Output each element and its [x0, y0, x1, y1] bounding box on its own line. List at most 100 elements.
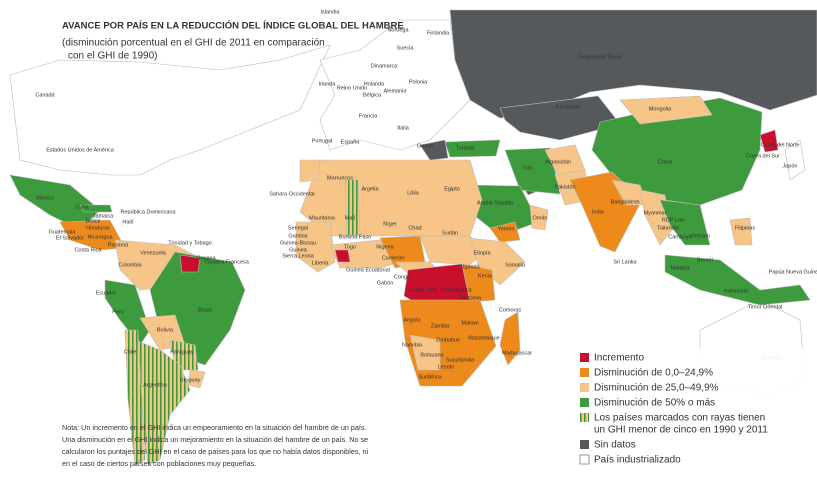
legend-label: Los países marcados con rayas tienen — [594, 413, 765, 424]
country-label: Italia — [397, 125, 410, 131]
country-label: Sri Lanka — [613, 259, 637, 265]
title: AVANCE POR PAÍS EN LA REDUCCIÓN DEL ÍNDI… — [62, 20, 404, 32]
legend-swatch — [580, 353, 589, 362]
country-label: Arabia Saudita — [477, 200, 514, 206]
country-label: Polonia — [409, 79, 428, 85]
country-label: Mauritania — [309, 215, 336, 221]
country-label: RDP Lao — [662, 217, 684, 223]
country-label: Japón — [783, 163, 798, 169]
country-shape — [461, 263, 496, 303]
legend-label: País industrializado — [594, 455, 681, 466]
country-label: México — [36, 195, 53, 201]
country-shape — [729, 217, 753, 246]
country-label: Tailandia — [657, 225, 680, 231]
country-label: Chad — [408, 225, 421, 231]
country-label: China — [658, 159, 673, 165]
country-label: Chile — [124, 349, 137, 355]
country-label: Yemen — [498, 226, 515, 232]
country-label: Marruecos — [327, 175, 353, 181]
country-label: Guyana — [196, 255, 216, 261]
country-label: Zambia — [431, 323, 450, 329]
country-label: Perú — [112, 309, 124, 315]
country-label: Cuba — [75, 204, 89, 210]
country-label: Indonesia — [724, 288, 749, 294]
country-shape — [504, 147, 561, 195]
country-label: El Salvador — [56, 235, 84, 241]
country-shape — [79, 204, 113, 213]
country-label: Afganistán — [545, 159, 571, 165]
country-label: Corea del Sur — [746, 153, 780, 159]
country-label: Malí — [345, 215, 356, 221]
country-shape — [444, 139, 501, 158]
country-label: Dinamarca — [371, 63, 399, 69]
country-label: Argelia — [361, 186, 379, 192]
legend-label: Disminución de 50% o más — [594, 398, 715, 409]
country-label: Kazajstán — [556, 104, 580, 110]
country-label: Grecia — [417, 143, 434, 149]
country-label: Portugal — [312, 138, 333, 144]
country-label: Sudáfrica — [418, 374, 442, 380]
country-label: Somalia — [505, 262, 526, 268]
country-shape — [529, 204, 549, 231]
map-labels: Islandia Noruega Finlandia Suecia Dinamarca F… — [35, 9, 817, 388]
country-label: Myanmar — [644, 210, 667, 216]
country-label: Camerún — [382, 255, 405, 261]
country-shape — [299, 159, 321, 183]
country-label: India — [592, 209, 605, 215]
country-label: Belice — [86, 218, 101, 224]
country-label: Uganda — [460, 264, 480, 270]
country-label: Alemania — [384, 88, 408, 94]
country-label: Bélgica — [363, 92, 382, 98]
country-label: Gambia — [288, 233, 308, 239]
country-label: Trinidad y Tobago — [168, 240, 211, 246]
country-label: Camboya — [668, 234, 692, 240]
country-label: Lesoto — [438, 364, 455, 370]
country-label: Reino Unido — [337, 85, 367, 91]
note: Nota: Un incremento en el GHI indica un … — [62, 423, 368, 468]
note-line: Nota: Un incremento en el GHI indica un … — [62, 423, 366, 432]
legend-swatch — [579, 454, 590, 465]
country-shape — [659, 199, 711, 246]
subtitle: con el GHI de 1990) — [68, 51, 158, 62]
country-label: Francia — [359, 113, 378, 119]
note-line: Una disminución en el GHI indica un mejo… — [62, 435, 368, 444]
country-label: Uruguay — [180, 377, 201, 383]
country-label: Omán — [533, 215, 548, 221]
country-label: Jamaica — [93, 213, 114, 219]
legend-label: un GHI menor de cinco en 1990 y 2011 — [594, 425, 768, 436]
legend-swatch — [580, 440, 589, 449]
country-label: Sudán — [442, 230, 458, 236]
country-label: Zimbabue — [436, 337, 460, 343]
country-label: Finlandia — [427, 30, 450, 36]
country-shape — [784, 139, 806, 181]
country-shape — [344, 179, 361, 236]
country-shape — [499, 311, 521, 366]
country-label: Madagascar — [502, 350, 532, 356]
country-label: Islandia — [321, 9, 341, 15]
legend-panel — [572, 348, 812, 478]
country-shape — [319, 19, 471, 151]
country-shape — [619, 95, 713, 125]
country-label: Corea del Norte — [761, 142, 800, 148]
country-label: Congo, Rep. Democrática — [408, 287, 472, 293]
country-label: Paraguay — [170, 349, 194, 355]
country-label: Vietnam — [690, 233, 710, 239]
country-shape — [187, 369, 206, 389]
country-shape — [59, 219, 126, 251]
country-label: Guinea-Bissau — [280, 240, 316, 246]
country-label: Malawi — [461, 320, 478, 326]
country-label: Suazilandia — [446, 357, 475, 363]
country-shape — [499, 95, 621, 141]
country-label: Colombia — [118, 262, 142, 268]
country-shape — [449, 9, 817, 119]
country-label: Togo — [344, 244, 356, 250]
country-label: Noruega — [387, 27, 409, 33]
country-label: Congo — [394, 274, 410, 280]
country-shape — [295, 221, 336, 273]
country-label: Bangladesh — [610, 199, 639, 205]
country-label: Gabón — [377, 280, 394, 286]
legend-label: Disminución de 25,0–49,9% — [594, 383, 719, 394]
country-label: Angola — [403, 317, 421, 323]
note-line: en el caso de ciertos países con poblaci… — [62, 459, 256, 468]
country-label: Sahara Occidental — [269, 191, 314, 197]
